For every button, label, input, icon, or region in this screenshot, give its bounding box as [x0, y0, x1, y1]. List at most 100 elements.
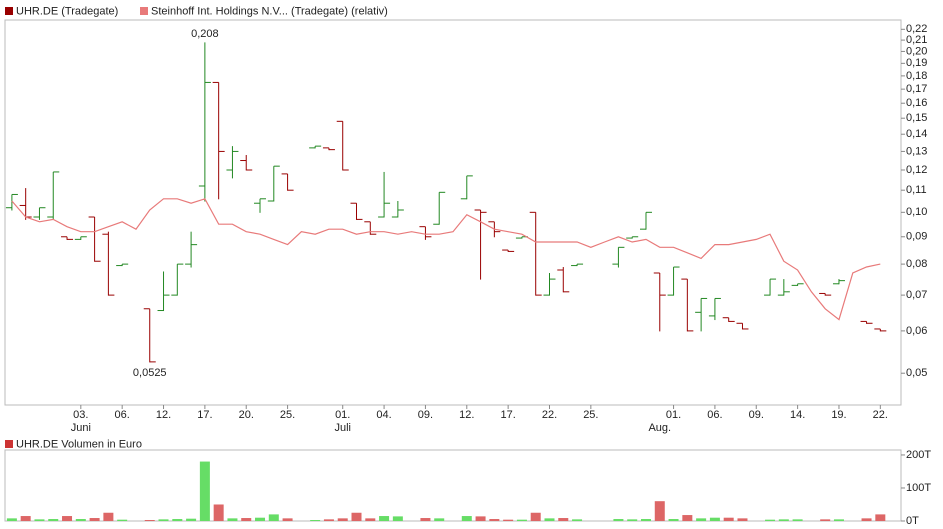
y-tick-label: 100T — [906, 482, 931, 494]
y-tick-label: 0,18 — [906, 70, 927, 82]
x-tick-label: 01. — [666, 409, 681, 421]
volume-bar — [792, 519, 803, 521]
price-frame — [4, 19, 902, 406]
volume-bar — [351, 512, 362, 521]
volume-bar — [475, 516, 486, 521]
legend-label: Steinhoff Int. Holdings N.V... (Tradegat… — [151, 5, 388, 17]
volume-bar — [158, 519, 169, 521]
y-tick-label: 0,19 — [906, 57, 927, 69]
y-tick-label: 0,17 — [906, 83, 927, 95]
volume-bar — [516, 519, 527, 521]
volume-bar — [696, 518, 707, 521]
volume-bar — [337, 518, 348, 521]
x-tick-label: 17. — [197, 409, 212, 421]
volume-bar — [668, 519, 679, 521]
volume-bar — [255, 517, 266, 521]
volume-bar — [875, 514, 886, 521]
y-tick-label: 0,06 — [906, 325, 927, 337]
x-tick-label: 20. — [239, 409, 254, 421]
y-tick-label: 0,13 — [906, 145, 927, 157]
volume-bar — [310, 520, 321, 521]
volume-bar — [778, 519, 789, 521]
volume-bar — [103, 512, 114, 521]
volume-bar — [75, 519, 86, 521]
low-label: 0,0525 — [133, 367, 167, 379]
volume-bar — [199, 461, 210, 521]
x-tick-label: 06. — [115, 409, 130, 421]
volume-bar — [820, 519, 831, 521]
volume-bar — [186, 518, 197, 521]
y-tick-label: 0,12 — [906, 164, 927, 176]
volume-bar — [709, 517, 720, 521]
volume-bar — [572, 519, 583, 521]
x-tick-label: 01. — [335, 409, 350, 421]
volume-bar — [117, 519, 128, 521]
volume-bar — [461, 516, 472, 521]
y-tick-label: 0,21 — [906, 34, 927, 46]
x-tick-label: 04. — [376, 409, 391, 421]
y-tick-label: 0,14 — [906, 128, 927, 140]
y-tick-label: 0,11 — [906, 184, 927, 196]
x-tick-label: 25. — [583, 409, 598, 421]
y-tick-label: 0,16 — [906, 97, 927, 109]
volume-bar — [833, 519, 844, 521]
legend-label: UHR.DE Volumen in Euro — [16, 438, 142, 450]
volume-bar — [282, 518, 293, 521]
x-tick-label: 03. — [73, 409, 88, 421]
y-tick-label: 0,22 — [906, 23, 927, 35]
y-tick-label: 0T — [906, 515, 919, 527]
legend-label: UHR.DE (Tradegate) — [16, 5, 118, 17]
y-tick-label: 0,07 — [906, 289, 927, 301]
volume-bar — [627, 519, 638, 521]
volume-bar — [503, 519, 514, 521]
y-tick-label: 200T — [906, 449, 931, 461]
relative-line — [11, 198, 881, 321]
volume-bar — [323, 519, 334, 521]
high-label: 0,208 — [191, 28, 219, 40]
volume-bar — [268, 514, 279, 521]
volume-bar — [613, 519, 624, 521]
y-tick-label: 0,10 — [906, 206, 927, 218]
volume-bar — [6, 518, 17, 521]
volume-bar — [723, 517, 734, 521]
volume-bar — [640, 519, 651, 521]
volume-bar — [654, 501, 665, 521]
y-tick-label: 0,08 — [906, 258, 927, 270]
volume-bar — [765, 519, 776, 521]
y-tick-label: 0,20 — [906, 45, 927, 57]
y-tick-label: 0,05 — [906, 367, 927, 379]
volume-bar — [62, 516, 73, 521]
y-tick-label: 0,15 — [906, 112, 927, 124]
volume-bar — [213, 504, 224, 521]
x-month-label: Juli — [334, 422, 351, 434]
x-tick-label: 06. — [707, 409, 722, 421]
legend-swatch — [5, 7, 13, 15]
volume-bar — [558, 518, 569, 521]
volume-bar — [434, 518, 445, 521]
volume-bar — [544, 518, 555, 521]
volume-frame — [4, 449, 902, 522]
x-tick-label: 19. — [831, 409, 846, 421]
x-tick-label: 22. — [542, 409, 557, 421]
x-tick-label: 25. — [280, 409, 295, 421]
volume-bar — [530, 512, 541, 521]
x-tick-label: 12. — [459, 409, 474, 421]
volume-bar — [172, 519, 183, 521]
y-tick-label: 0,09 — [906, 231, 927, 243]
volume-bar — [89, 518, 100, 521]
x-tick-label: 17. — [500, 409, 515, 421]
legend-swatch — [140, 7, 148, 15]
volume-bar — [379, 516, 390, 521]
x-tick-label: 12. — [156, 409, 171, 421]
volume-bar — [489, 519, 500, 521]
x-tick-label: 09. — [749, 409, 764, 421]
volume-bar — [20, 516, 31, 521]
volume-bar — [365, 518, 376, 521]
volume-bar — [241, 518, 252, 521]
x-tick-label: 22. — [873, 409, 888, 421]
volume-bar — [682, 515, 693, 521]
volume-bar — [392, 516, 403, 521]
volume-bar — [144, 520, 155, 521]
